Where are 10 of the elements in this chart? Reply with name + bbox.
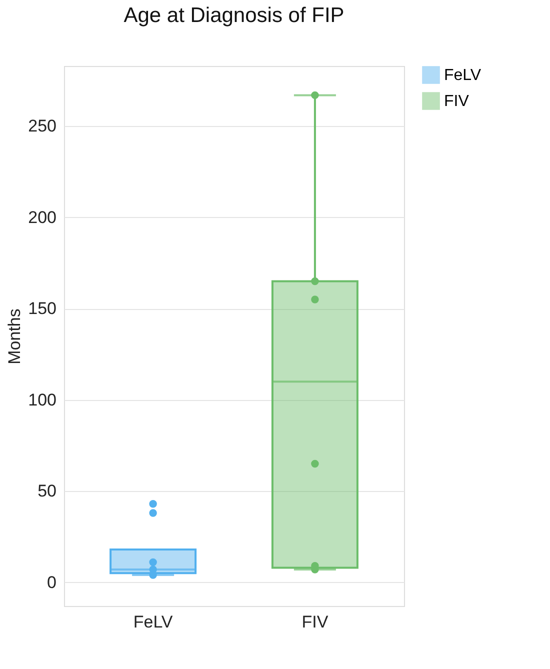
chart-title: Age at Diagnosis of FIP bbox=[124, 4, 344, 27]
y-axis-title: Months bbox=[5, 308, 24, 364]
y-tick-label: 50 bbox=[38, 482, 56, 501]
legend-label: FIV bbox=[444, 93, 470, 110]
legend-label: FeLV bbox=[444, 67, 482, 84]
y-tick-label: 250 bbox=[28, 116, 56, 136]
y-tick-label: 100 bbox=[28, 390, 56, 410]
y-tick-label: 150 bbox=[28, 299, 56, 318]
y-tick-label: 200 bbox=[28, 208, 56, 227]
y-tick-label: 0 bbox=[47, 572, 56, 592]
